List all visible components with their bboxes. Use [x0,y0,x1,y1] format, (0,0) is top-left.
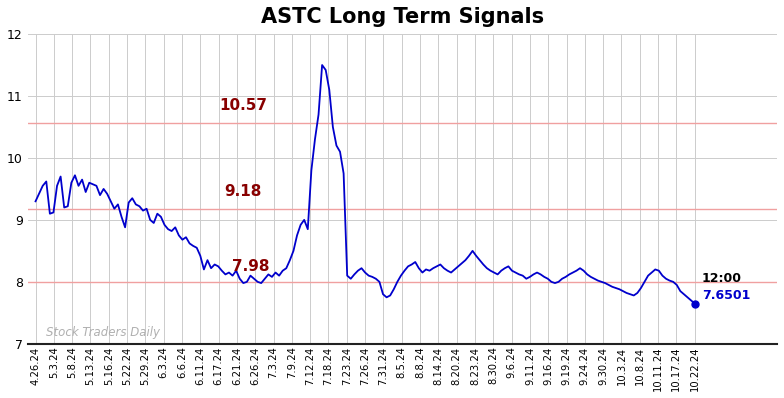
Text: 9.18: 9.18 [225,184,262,199]
Text: 10.57: 10.57 [220,98,267,113]
Text: 7.6501: 7.6501 [702,289,750,302]
Text: 12:00: 12:00 [702,272,742,285]
Text: Stock Traders Daily: Stock Traders Daily [46,326,160,339]
Text: 7.98: 7.98 [232,259,269,274]
Title: ASTC Long Term Signals: ASTC Long Term Signals [261,7,544,27]
Point [688,300,701,307]
